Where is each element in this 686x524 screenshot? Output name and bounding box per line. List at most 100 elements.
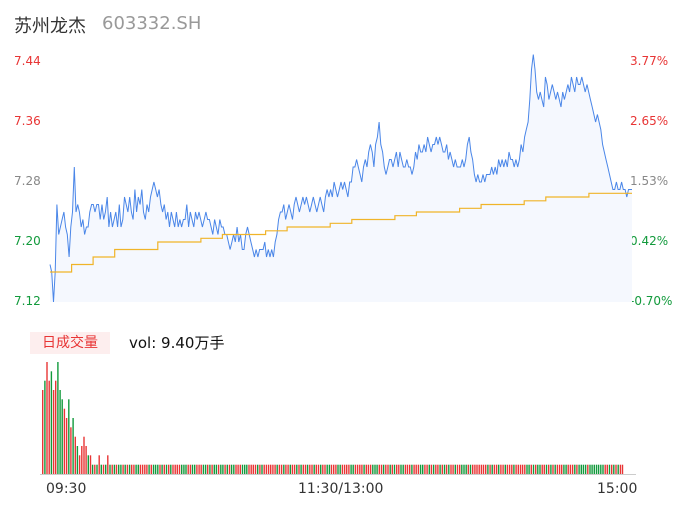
volume-bar (489, 464, 491, 474)
volume-bar (96, 464, 98, 474)
volume-bar (254, 464, 257, 474)
volume-bar (426, 464, 428, 474)
volume-bar (131, 464, 133, 474)
volume-bar (576, 464, 578, 474)
volume-bar (452, 464, 454, 474)
volume-bar (504, 464, 506, 474)
volume-bar (350, 464, 352, 474)
volume-bar (328, 464, 331, 474)
volume-bar (532, 464, 535, 474)
volume-bar (422, 464, 424, 474)
volume-bar (530, 464, 532, 474)
volume-bar (400, 464, 402, 474)
volume-bar (285, 464, 287, 474)
volume-bar (450, 464, 452, 474)
volume-bar (42, 390, 44, 474)
volume-bar (608, 464, 611, 474)
volume-bar (352, 464, 354, 474)
pct-label-4: 0.42% (630, 234, 669, 248)
volume-bar (411, 464, 413, 474)
daily-volume-tab[interactable]: 日成交量 (30, 332, 110, 354)
volume-bar (185, 464, 187, 474)
volume-bar (296, 464, 298, 474)
volume-bar (521, 464, 524, 474)
volume-bar (267, 464, 270, 474)
price-area (50, 54, 632, 302)
volume-bar (545, 464, 548, 474)
volume-bar (485, 464, 487, 474)
volume-bar (539, 464, 541, 474)
volume-bar (369, 464, 372, 474)
volume-bar (248, 464, 250, 474)
volume-bar (317, 464, 320, 474)
volume-bar (365, 464, 367, 474)
volume-bar (217, 464, 220, 474)
volume-bar (582, 464, 585, 474)
pct-label-high: 3.77% (630, 54, 669, 68)
volume-bar (226, 464, 228, 474)
volume-bar (304, 464, 307, 474)
volume-bar (152, 464, 155, 474)
volume-bar (157, 464, 159, 474)
volume-bar (428, 464, 430, 474)
volume-bar (57, 362, 59, 474)
volume-bar (380, 464, 383, 474)
volume-bar (168, 464, 170, 474)
volume-bar (498, 464, 500, 474)
volume-bar (78, 455, 81, 474)
volume-bar (291, 464, 294, 474)
time-label-open: 09:30 (46, 481, 87, 497)
volume-bar (311, 464, 313, 474)
volume-bar (109, 464, 111, 474)
volume-bar (276, 464, 278, 474)
volume-bar (526, 464, 528, 474)
volume-bar (230, 464, 233, 474)
volume-bar (200, 464, 202, 474)
price-label-4: 7.20 (14, 234, 41, 248)
volume-bar (141, 464, 144, 474)
volume-bar (424, 464, 426, 474)
volume-bar (367, 464, 370, 474)
volume-bar (558, 464, 561, 474)
volume-bar (250, 464, 252, 474)
volume-bar (448, 464, 450, 474)
volume-bar (48, 380, 50, 474)
volume-bar (233, 464, 235, 474)
volume-bar (270, 464, 272, 474)
volume-bar (252, 464, 254, 474)
volume-bar (46, 362, 48, 474)
volume-bar (213, 464, 215, 474)
volume-bar (187, 464, 189, 474)
volume-bar (135, 464, 137, 474)
volume-bar (443, 464, 446, 474)
volume-bar (326, 464, 328, 474)
volume-bar (287, 464, 289, 474)
volume-bar (519, 464, 522, 474)
volume-bar (591, 464, 593, 474)
volume-bar (589, 464, 591, 474)
volume-bar (363, 464, 365, 474)
volume-bar (417, 464, 420, 474)
volume-bar (83, 436, 85, 474)
volume-bar (391, 464, 393, 474)
volume-bar (278, 464, 281, 474)
volume-bar (244, 464, 246, 474)
volume-bar (508, 464, 511, 474)
volume-bar (165, 464, 168, 474)
volume-bar (322, 464, 324, 474)
volume-bar (105, 464, 107, 474)
volume-bar (393, 464, 396, 474)
volume-bar (222, 464, 224, 474)
volume-bar (224, 464, 226, 474)
volume-bar (500, 464, 502, 474)
volume-bar (183, 464, 185, 474)
volume-bar (324, 464, 326, 474)
volume-bar (535, 464, 537, 474)
volume-bar (356, 464, 359, 474)
volume-bar (239, 464, 241, 474)
volume-bar (341, 464, 344, 474)
volume-bar (552, 464, 554, 474)
volume-bar (261, 464, 263, 474)
volume-bar (102, 464, 105, 474)
